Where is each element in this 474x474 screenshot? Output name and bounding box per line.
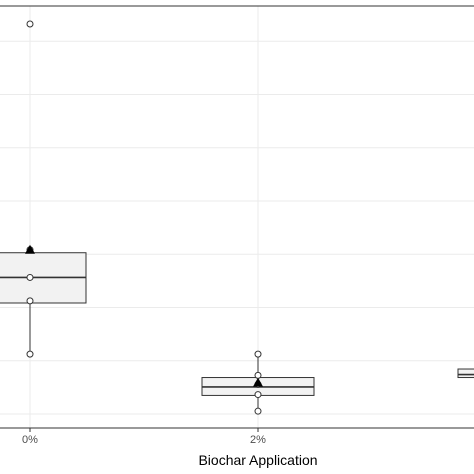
data-point <box>254 371 262 379</box>
x-tick-label: 0% <box>22 434 38 446</box>
data-point <box>254 350 262 358</box>
data-point <box>26 350 34 358</box>
data-point <box>26 20 34 28</box>
data-point <box>26 273 34 281</box>
x-axis-ticks: 0% 2% <box>22 428 266 446</box>
x-tick-label: 2% <box>250 434 266 446</box>
mean-marker <box>253 377 263 387</box>
mean-marker <box>25 244 35 254</box>
box-series <box>0 20 474 415</box>
grid-lines <box>0 6 474 428</box>
box-0% <box>0 20 87 358</box>
box-2% <box>201 350 315 415</box>
panel-border <box>0 5 474 429</box>
box-partial <box>457 368 474 379</box>
box-iqr <box>457 368 474 379</box>
x-axis-title: Biochar Application <box>198 452 317 468</box>
data-point <box>254 391 262 399</box>
data-point <box>26 297 34 305</box>
data-point <box>254 407 262 415</box>
